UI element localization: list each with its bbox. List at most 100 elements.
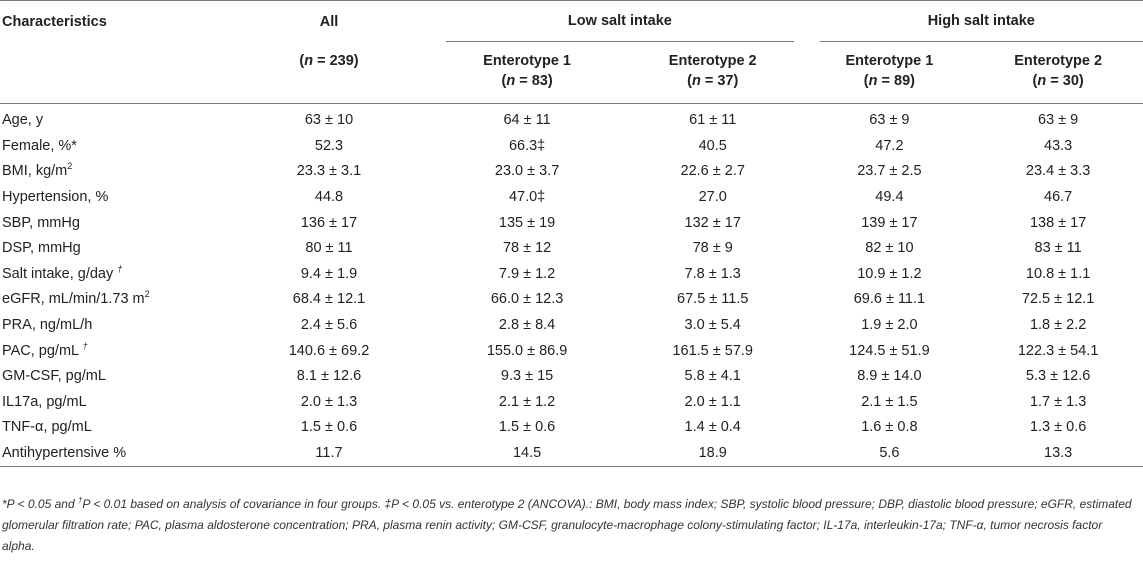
cell-low-e2: 22.6 ± 2.7 (680, 163, 745, 180)
cell-high-e2: 46.7 (1044, 189, 1073, 206)
cell-high-e1: 49.4 (875, 189, 904, 206)
table-body: Age, y 63 ± 10 64 ± 11 61 ± 11 63 ± 9 63 ± 9 F… (0, 103, 1143, 467)
cell-high-e2: 1.7 ± 1.3 (1029, 393, 1087, 410)
cell-all: 1.5 ± 0.6 (300, 419, 358, 436)
row-label: PAC, pg/mL † (0, 338, 224, 364)
cell-high-e1: 139 ± 17 (861, 214, 918, 231)
header-high-enterotype-2: Enterotype 2 (n = 30) (973, 42, 1143, 104)
row-label-text: eGFR, mL/min/1.73 m (2, 291, 145, 308)
cell-high-e1: 63 ± 9 (869, 112, 910, 129)
row-label-text: BMI, kg/m (2, 163, 68, 180)
cell-high-e2: 5.3 ± 12.6 (1025, 368, 1091, 385)
header-low-enterotype-1: Enterotype 1 (n = 83) (434, 42, 620, 104)
row-label: GM-CSF, pg/mL (0, 363, 224, 389)
cell-high-e1: 124.5 ± 51.9 (849, 342, 930, 359)
cell-all: 2.4 ± 5.6 (300, 317, 358, 334)
cell-low-e2: 3.0 ± 5.4 (684, 317, 741, 334)
cell-low-e2: 2.0 ± 1.1 (684, 393, 741, 410)
cell-low-e2: 18.9 (619, 440, 806, 467)
row-label-text: Female, %* (2, 137, 77, 154)
row-label-text: DSP, mmHg (2, 240, 81, 257)
cell-high-e2: 63 ± 9 (1038, 112, 1079, 129)
table-row: PAC, pg/mL † 140.6 ± 69.2 155.0 ± 86.9 161.… (0, 338, 1143, 364)
table-row: DSP, mmHg 80 ± 11 78 ± 12 78 ± 9 82 ± 10 83 ±… (0, 235, 1143, 261)
cell-low-e1: 9.3 ± 15 (500, 368, 554, 385)
cell-low-e1: 2.8 ± 8.4 (498, 317, 556, 334)
row-label-text: Antihypertensive % (2, 445, 127, 462)
header-high-salt: High salt intake (806, 1, 1143, 42)
characteristics-table: Characteristics All Low salt intake High… (0, 0, 1143, 467)
cell-low-e1: 155.0 ± 86.9 (486, 342, 568, 359)
row-label-text: Salt intake, g/day (2, 265, 118, 282)
cell-high-e1: 1.6 ± 0.8 (861, 419, 918, 436)
cell-all: 80 ± 11 (305, 240, 353, 257)
table-row: BMI, kg/m2 23.3 ± 3.1 23.0 ± 3.7 22.6 ± 2.7… (0, 159, 1143, 185)
cell-low-e2: 5.8 ± 4.1 (684, 368, 741, 385)
table-row: eGFR, mL/min/1.73 m2 68.4 ± 12.1 66.0 ± 12… (0, 287, 1143, 313)
table-row: Female, %* 52.3 66.3‡ 40.5 47.2 43.3 (0, 133, 1143, 159)
cell-high-e2: 72.5 ± 12.1 (1021, 291, 1095, 308)
cell-all: 9.4 ± 1.9 (300, 265, 358, 282)
row-label: Hypertension, % (0, 184, 224, 210)
cell-low-e1: 135 ± 19 (498, 214, 556, 231)
header-all-n: (n = 239) (223, 42, 435, 104)
cell-low-e2: 1.4 ± 0.4 (684, 419, 741, 436)
header-all: All (319, 13, 339, 30)
row-label: PRA, ng/mL/h (0, 312, 224, 338)
cell-high-e1: 69.6 ± 11.1 (853, 291, 926, 308)
cell-high-e2: 1.8 ± 2.2 (1029, 317, 1087, 334)
cell-all: 11.7 (223, 440, 435, 467)
cell-all: 44.8 (314, 189, 344, 206)
cell-high-e2: 43.3 (1044, 137, 1073, 154)
row-label-text: GM-CSF, pg/mL (2, 368, 106, 385)
row-label: Female, %* (0, 133, 224, 159)
header-low-salt: Low salt intake (434, 1, 805, 42)
table-row: SBP, mmHg 136 ± 17 135 ± 19 132 ± 17 139 ± 1… (0, 210, 1143, 236)
row-label-sup: † (117, 264, 123, 275)
header-high-enterotype-1: Enterotype 1 (n = 89) (805, 42, 974, 104)
row-label: DSP, mmHg (0, 235, 224, 261)
cell-low-e2: 132 ± 17 (684, 214, 741, 231)
cell-high-e2: 122.3 ± 54.1 (1017, 342, 1099, 359)
cell-low-e2: 67.5 ± 11.5 (677, 291, 749, 308)
table-row: Salt intake, g/day † 9.4 ± 1.9 7.9 ± 1.2 7.… (0, 261, 1143, 287)
cell-high-e2: 138 ± 17 (1029, 214, 1087, 231)
cell-low-e1: 78 ± 12 (502, 240, 552, 257)
row-label-text: Age, y (2, 112, 44, 129)
cell-low-e1: 14.5 (434, 440, 620, 467)
cell-all: 140.6 ± 69.2 (288, 342, 370, 359)
header-characteristics: Characteristics (2, 13, 107, 30)
row-label: Salt intake, g/day † (0, 261, 224, 287)
row-label-text: IL17a, pg/mL (2, 393, 87, 410)
table-row: Age, y 63 ± 10 64 ± 11 61 ± 11 63 ± 9 63 ± 9 (0, 103, 1143, 133)
cell-low-e1: 1.5 ± 0.6 (498, 419, 556, 436)
row-label: SBP, mmHg (0, 210, 224, 236)
cell-high-e1: 23.7 ± 2.5 (857, 163, 922, 180)
cell-low-e1: 23.0 ± 3.7 (494, 163, 560, 180)
cell-low-e2: 7.8 ± 1.3 (684, 265, 741, 282)
row-label: eGFR, mL/min/1.73 m2 (0, 287, 224, 313)
header-low-enterotype-2: Enterotype 2 (n = 37) (619, 42, 806, 104)
row-label: Antihypertensive % (0, 440, 224, 467)
row-label-text: PRA, ng/mL/h (2, 317, 93, 334)
cell-high-e2: 13.3 (973, 440, 1143, 467)
table-row: GM-CSF, pg/mL 8.1 ± 12.6 9.3 ± 15 5.8 ± 4.1… (0, 363, 1143, 389)
cell-all: 2.0 ± 1.3 (300, 393, 358, 410)
header-empty (0, 42, 224, 104)
cell-high-e1: 8.9 ± 14.0 (857, 368, 922, 385)
cell-low-e1: 66.0 ± 12.3 (490, 291, 564, 308)
row-label-text: PAC, pg/mL (2, 342, 83, 359)
cell-high-e2: 83 ± 11 (1034, 240, 1082, 257)
cell-high-e2: 10.8 ± 1.1 (1025, 265, 1091, 282)
row-label: TNF-α, pg/mL (0, 415, 224, 441)
cell-high-e1: 82 ± 10 (865, 240, 914, 257)
row-label: BMI, kg/m2 (0, 159, 224, 185)
cell-low-e2: 161.5 ± 57.9 (672, 342, 753, 359)
cell-low-e1: 47.0‡ (508, 189, 546, 206)
cell-low-e1: 2.1 ± 1.2 (498, 393, 556, 410)
table-row: IL17a, pg/mL 2.0 ± 1.3 2.1 ± 1.2 2.0 ± 1.1 2… (0, 389, 1143, 415)
cell-high-e2: 23.4 ± 3.3 (1025, 163, 1091, 180)
cell-all: 8.1 ± 12.6 (296, 368, 362, 385)
cell-low-e1: 7.9 ± 1.2 (498, 265, 556, 282)
